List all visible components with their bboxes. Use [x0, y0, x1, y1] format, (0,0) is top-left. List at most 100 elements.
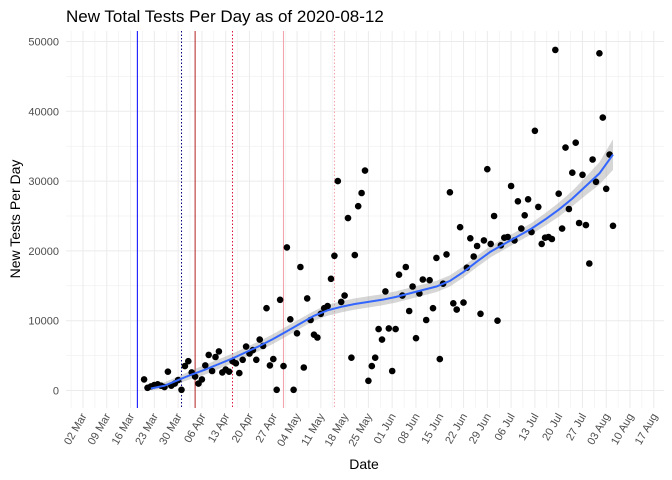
data-point — [426, 276, 433, 284]
data-point — [385, 325, 393, 332]
data-point — [429, 304, 437, 312]
chart-title: New Total Tests Per Day as of 2020-08-12 — [66, 7, 384, 26]
data-point — [555, 190, 562, 197]
data-point — [331, 252, 338, 260]
data-point — [494, 317, 501, 325]
data-point — [477, 310, 484, 318]
x-axis-title: Date — [349, 456, 379, 472]
data-point — [552, 46, 559, 54]
data-point — [263, 304, 270, 312]
data-point — [433, 254, 440, 262]
data-point — [232, 360, 240, 367]
y-axis-ticks: 0 10000 20000 30000 40000 50000 — [28, 36, 59, 397]
data-point — [283, 244, 291, 251]
data-point — [293, 330, 301, 337]
y-tick-label: 30000 — [28, 176, 59, 188]
data-point — [215, 348, 223, 355]
data-point — [348, 354, 355, 362]
data-point — [185, 357, 192, 365]
y-tick-label: 40000 — [28, 106, 59, 118]
data-point — [582, 221, 590, 229]
data-point — [487, 240, 495, 248]
data-point — [191, 373, 199, 380]
data-point — [504, 233, 512, 241]
data-point — [392, 325, 399, 333]
data-point — [409, 283, 416, 290]
data-point — [473, 242, 481, 250]
data-point — [521, 212, 528, 219]
data-point — [480, 237, 488, 244]
data-point — [531, 127, 539, 135]
data-point — [558, 225, 566, 232]
data-point — [395, 271, 403, 279]
data-point — [569, 169, 576, 176]
data-point — [524, 196, 532, 203]
data-point — [303, 295, 311, 302]
data-point — [602, 185, 610, 193]
data-point — [225, 368, 233, 376]
data-point — [212, 353, 219, 361]
data-point — [341, 292, 348, 299]
data-point — [456, 223, 464, 231]
data-point — [596, 50, 603, 57]
data-point — [314, 334, 321, 341]
data-point — [375, 325, 382, 333]
data-point — [548, 235, 556, 243]
data-point — [490, 212, 498, 220]
data-point — [589, 156, 596, 163]
data-point — [388, 367, 396, 375]
data-point — [450, 300, 457, 307]
data-point — [368, 362, 376, 370]
data-point — [470, 253, 478, 260]
data-point — [280, 362, 287, 370]
data-point — [443, 251, 450, 258]
data-point — [382, 288, 389, 295]
data-point — [518, 225, 525, 232]
data-point — [484, 165, 491, 173]
data-point — [565, 205, 573, 213]
data-point — [236, 369, 243, 377]
data-point — [290, 386, 297, 394]
data-point — [164, 368, 172, 376]
data-point — [266, 362, 274, 369]
trend-line-path — [150, 154, 614, 390]
data-point — [572, 139, 579, 146]
y-tick-label: 0 — [53, 386, 59, 398]
data-point — [354, 202, 362, 210]
data-point — [446, 189, 454, 196]
y-tick-label: 10000 — [28, 316, 59, 328]
data-point — [140, 376, 148, 383]
data-point — [579, 171, 586, 179]
data-point — [344, 214, 352, 222]
data-point — [535, 203, 542, 211]
data-point — [178, 386, 185, 394]
data-point — [507, 182, 515, 190]
data-point — [453, 306, 461, 313]
data-point — [609, 222, 617, 230]
data-point — [242, 343, 250, 350]
data-point — [208, 367, 216, 375]
data-point — [575, 219, 583, 227]
data-point — [538, 240, 545, 248]
data-point — [276, 296, 284, 304]
data-point — [351, 251, 359, 259]
data-point — [252, 356, 260, 364]
data-point — [365, 377, 372, 385]
data-point — [287, 316, 294, 323]
data-point — [586, 260, 593, 267]
data-point — [361, 167, 369, 174]
data-point — [436, 355, 444, 363]
data-point — [198, 376, 206, 383]
data-point — [337, 298, 345, 306]
data-point — [562, 144, 569, 151]
data-point — [297, 263, 304, 271]
data-point — [300, 364, 308, 371]
data-point — [419, 276, 427, 283]
data-point — [422, 316, 430, 324]
data-point — [371, 354, 379, 362]
gridlines — [66, 31, 664, 408]
data-point — [239, 356, 246, 364]
data-point — [592, 178, 600, 186]
